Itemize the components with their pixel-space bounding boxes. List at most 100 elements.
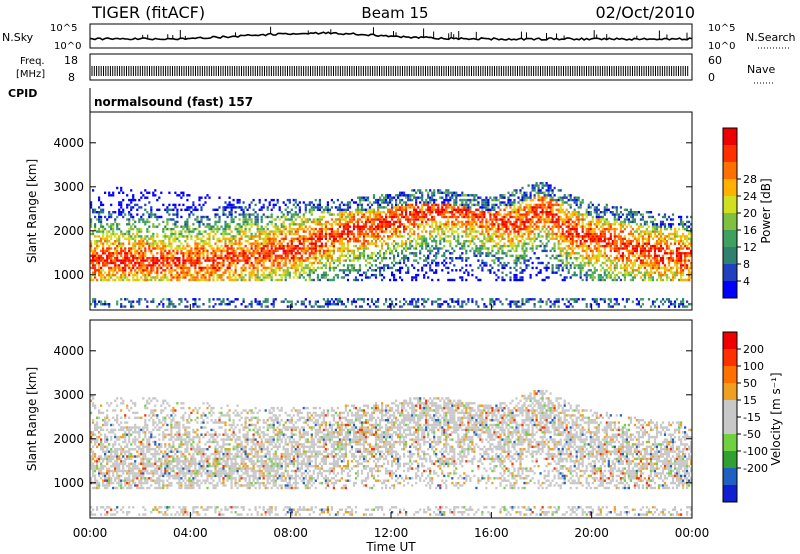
power-cell bbox=[144, 264, 147, 267]
power-cell bbox=[128, 273, 131, 277]
power-cell bbox=[164, 269, 167, 272]
power-cell bbox=[160, 278, 163, 282]
power-cell bbox=[477, 225, 480, 228]
power-cell bbox=[379, 206, 382, 209]
power-cell bbox=[284, 203, 287, 207]
power-cell bbox=[379, 220, 382, 224]
power-cell bbox=[409, 211, 412, 214]
power-cell bbox=[537, 189, 540, 192]
power-cell bbox=[220, 240, 223, 243]
power-cell bbox=[455, 225, 458, 228]
power-cell bbox=[513, 201, 516, 204]
power-cell bbox=[290, 244, 293, 248]
power-cell bbox=[314, 227, 317, 231]
power-cell bbox=[527, 298, 530, 301]
power-cell bbox=[501, 223, 504, 226]
power-cell bbox=[473, 254, 476, 257]
power-cell bbox=[423, 227, 426, 231]
power-cell bbox=[541, 191, 544, 194]
power-cell bbox=[192, 276, 195, 279]
power-cell bbox=[346, 273, 350, 277]
power-cell bbox=[437, 247, 440, 250]
power-cell bbox=[118, 244, 121, 248]
power-cell bbox=[210, 252, 213, 255]
power-cell bbox=[204, 276, 207, 279]
power-cell bbox=[397, 208, 400, 211]
power-cell bbox=[385, 215, 388, 219]
power-cell bbox=[393, 240, 396, 243]
power-cell bbox=[391, 203, 394, 207]
power-cell bbox=[523, 254, 526, 257]
power-cell bbox=[136, 242, 139, 245]
power-cell bbox=[453, 198, 456, 202]
power-cell bbox=[469, 240, 472, 243]
power-cell bbox=[102, 273, 105, 277]
power-cell bbox=[338, 213, 341, 216]
power-cell bbox=[429, 230, 432, 233]
power-cell bbox=[102, 278, 105, 282]
power-cell bbox=[507, 203, 510, 207]
power-cell bbox=[405, 227, 408, 231]
power-cell bbox=[242, 257, 245, 260]
power-cell bbox=[429, 237, 432, 240]
power-cell bbox=[344, 273, 347, 277]
power-cell bbox=[182, 227, 185, 231]
power-cell bbox=[389, 257, 392, 260]
power-cell bbox=[477, 208, 480, 211]
power-cell bbox=[385, 230, 388, 233]
power-cell bbox=[473, 198, 476, 202]
power-cell bbox=[266, 266, 269, 270]
power-cell bbox=[200, 215, 203, 219]
power-cell bbox=[212, 208, 215, 211]
power-cell bbox=[184, 266, 187, 270]
power-cell bbox=[399, 225, 402, 228]
power-cell bbox=[423, 225, 426, 228]
power-cell bbox=[316, 223, 319, 226]
power-cell bbox=[491, 208, 494, 211]
power-cell bbox=[180, 247, 183, 250]
power-cell bbox=[409, 300, 412, 303]
power-cell bbox=[134, 254, 137, 257]
nsky-label: N.Sky bbox=[2, 31, 34, 44]
power-cell bbox=[421, 198, 424, 202]
power-cell bbox=[220, 244, 223, 248]
power-cell bbox=[413, 194, 416, 197]
power-cell bbox=[411, 203, 414, 207]
power-cell bbox=[348, 211, 352, 214]
power-cell bbox=[421, 213, 424, 216]
power-cell bbox=[156, 261, 159, 265]
power-cell bbox=[284, 218, 287, 221]
power-cell bbox=[491, 254, 494, 257]
power-cell bbox=[290, 220, 293, 224]
power-cell bbox=[152, 237, 155, 240]
power-cell bbox=[292, 198, 295, 202]
power-cell bbox=[372, 201, 376, 204]
power-cell bbox=[114, 220, 117, 224]
power-cell bbox=[168, 271, 171, 274]
power-cell bbox=[529, 206, 532, 209]
power-cell bbox=[370, 227, 374, 231]
power-cell bbox=[106, 261, 109, 265]
power-cell bbox=[370, 257, 374, 260]
power-cell bbox=[146, 235, 149, 238]
power-cell bbox=[467, 227, 470, 231]
power-cell bbox=[332, 213, 335, 216]
power-cell bbox=[312, 220, 315, 224]
power-cell bbox=[348, 203, 352, 207]
power-cell bbox=[523, 220, 526, 224]
power-cell bbox=[102, 252, 105, 255]
power-cell bbox=[489, 218, 492, 221]
power-cell bbox=[270, 269, 273, 272]
power-cell bbox=[415, 278, 418, 282]
power-cell bbox=[485, 252, 488, 255]
power-cell bbox=[288, 300, 291, 303]
power-cell bbox=[409, 303, 412, 306]
power-cell bbox=[170, 271, 173, 274]
power-cell bbox=[517, 300, 520, 303]
power-cell bbox=[344, 232, 347, 236]
power-cell bbox=[342, 249, 345, 253]
power-cell bbox=[226, 244, 229, 248]
power-cell bbox=[304, 252, 307, 255]
power-cell bbox=[130, 215, 133, 219]
power-cell bbox=[96, 211, 99, 214]
